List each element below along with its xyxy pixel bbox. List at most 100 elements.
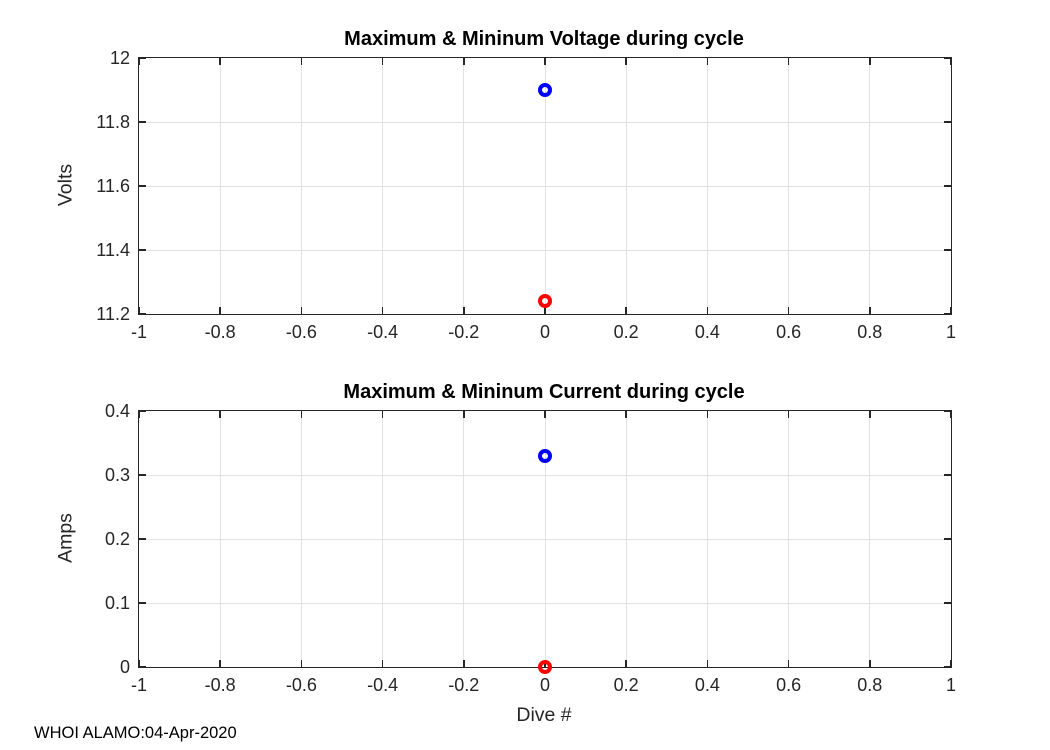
y-tick-mark bbox=[139, 121, 146, 123]
y-tick-mark-mirror bbox=[944, 666, 951, 668]
x-tick-mark bbox=[787, 660, 790, 667]
x-tick-label: -0.4 bbox=[367, 322, 399, 342]
x-tick-label: 0.6 bbox=[776, 675, 802, 695]
x-tick-label: -0.2 bbox=[448, 675, 480, 695]
y-tick-label: 0 bbox=[119, 657, 130, 677]
y-tick-mark-mirror bbox=[944, 602, 951, 604]
x-tick-mark-mirror bbox=[544, 58, 546, 65]
y-tick-mark-mirror bbox=[944, 313, 951, 315]
x-axis-label: Dive # bbox=[516, 704, 572, 726]
h-gridline bbox=[139, 185, 951, 187]
h-gridline bbox=[139, 602, 951, 604]
x-tick-mark-mirror bbox=[625, 58, 627, 65]
x-tick-mark bbox=[463, 307, 465, 314]
x-tick-label: -0.6 bbox=[285, 322, 317, 342]
y-tick-mark-mirror bbox=[944, 185, 951, 187]
x-tick-mark-mirror bbox=[950, 58, 952, 65]
y-tick-mark-mirror bbox=[944, 249, 951, 251]
x-tick-label: 0.2 bbox=[613, 675, 639, 695]
current-plot-area: -1 -0.8 -0.6 -0.4 -0.2 0 0.2 0.4 0.6 0.8 1 0 0.1 0.2 0… bbox=[105, 401, 956, 695]
x-tick-mark-mirror bbox=[300, 58, 303, 65]
x-tick-label: 0.2 bbox=[613, 322, 639, 342]
h-gridline bbox=[139, 538, 951, 540]
y-tick-mark bbox=[139, 474, 146, 476]
x-tick-mark bbox=[300, 660, 303, 667]
x-tick-mark-mirror bbox=[706, 58, 709, 65]
x-tick-mark-mirror bbox=[463, 58, 465, 65]
y-tick-mark-mirror bbox=[944, 121, 951, 123]
y-tick-label: 11.8 bbox=[96, 112, 130, 132]
x-tick-mark-mirror bbox=[138, 58, 140, 65]
x-tick-mark-mirror bbox=[381, 411, 384, 418]
x-tick-mark bbox=[381, 307, 384, 314]
x-tick-mark-mirror bbox=[706, 411, 709, 418]
y-tick-mark bbox=[139, 538, 146, 540]
y-tick-label: 0.3 bbox=[104, 465, 130, 485]
x-tick-label: -0.4 bbox=[367, 675, 399, 695]
y-tick-mark bbox=[139, 185, 146, 187]
voltage-plot-area: -1 -0.8 -0.6 -0.4 -0.2 0 0.2 0.4 0.6 0.8 1 11.2 11.4… bbox=[96, 48, 956, 342]
y-tick-label: 11.6 bbox=[96, 176, 130, 196]
x-tick-label: 0.6 bbox=[776, 322, 802, 342]
y-tick-mark-mirror bbox=[944, 474, 951, 476]
y-tick-mark bbox=[139, 410, 146, 412]
y-tick-mark bbox=[139, 313, 146, 315]
x-tick-mark bbox=[787, 307, 790, 314]
y-tick-mark bbox=[139, 666, 146, 668]
x-tick-mark-mirror bbox=[544, 411, 546, 418]
x-tick-label: 0.4 bbox=[694, 322, 720, 342]
voltage-plot-title: Maximum & Mininum Voltage during cycle bbox=[344, 28, 744, 50]
x-tick-mark bbox=[706, 660, 709, 667]
x-tick-mark bbox=[869, 660, 871, 667]
y-tick-label: 0.1 bbox=[104, 593, 130, 613]
x-tick-label: 0.4 bbox=[694, 675, 720, 695]
y-tick-mark bbox=[139, 249, 146, 251]
x-tick-mark-mirror bbox=[219, 58, 221, 65]
h-gridline bbox=[139, 474, 951, 476]
x-tick-mark-mirror bbox=[381, 58, 384, 65]
min-voltage-marker bbox=[538, 294, 552, 309]
x-tick-mark bbox=[869, 307, 871, 314]
y-tick-label: 11.2 bbox=[96, 304, 130, 324]
x-tick-mark bbox=[544, 307, 546, 314]
x-tick-mark bbox=[138, 307, 140, 314]
x-tick-label: 0 bbox=[539, 322, 550, 342]
x-tick-mark-mirror bbox=[300, 411, 303, 418]
x-tick-mark bbox=[950, 307, 952, 314]
x-tick-label: 0 bbox=[539, 675, 550, 695]
x-tick-label: -0.8 bbox=[204, 322, 236, 342]
x-tick-mark bbox=[219, 307, 221, 314]
max-voltage-marker bbox=[538, 83, 552, 97]
x-tick-label: 1 bbox=[945, 675, 956, 695]
y-tick-label: 12 bbox=[109, 48, 130, 68]
x-tick-label: -0.6 bbox=[285, 675, 317, 695]
x-tick-mark bbox=[138, 660, 140, 667]
x-tick-label: 0.8 bbox=[857, 675, 883, 695]
x-tick-mark bbox=[463, 660, 465, 667]
x-tick-mark bbox=[381, 660, 384, 667]
x-tick-mark-mirror bbox=[787, 58, 790, 65]
y-tick-mark-mirror bbox=[944, 410, 951, 412]
x-tick-mark-mirror bbox=[463, 411, 465, 418]
x-tick-mark-mirror bbox=[625, 411, 627, 418]
x-tick-label: 1 bbox=[945, 322, 956, 342]
y-tick-label: 0.2 bbox=[104, 529, 130, 549]
footer-annotation: WHOI ALAMO:04-Apr-2020 bbox=[34, 724, 237, 742]
y-tick-mark bbox=[139, 57, 146, 59]
y-tick-mark-mirror bbox=[944, 57, 951, 59]
x-tick-label: -1 bbox=[130, 322, 147, 342]
x-tick-mark-mirror bbox=[219, 411, 221, 418]
x-tick-mark-mirror bbox=[869, 58, 871, 65]
x-tick-label: -0.8 bbox=[204, 675, 236, 695]
x-tick-label: -0.2 bbox=[448, 322, 480, 342]
h-gridline bbox=[139, 121, 951, 123]
h-gridline bbox=[139, 249, 951, 251]
max-current-marker bbox=[538, 448, 552, 463]
x-tick-mark-mirror bbox=[138, 411, 140, 418]
x-tick-mark bbox=[625, 660, 627, 667]
x-tick-mark-mirror bbox=[950, 411, 952, 418]
x-tick-mark bbox=[706, 307, 709, 314]
min-current-marker bbox=[538, 660, 552, 674]
y-tick-label: 11.4 bbox=[96, 240, 130, 260]
